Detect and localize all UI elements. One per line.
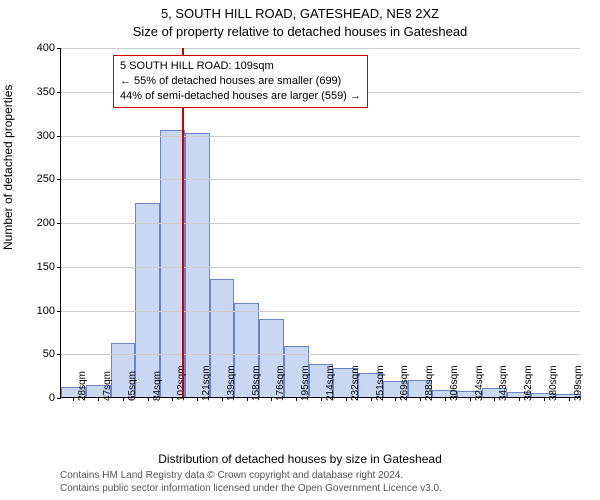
grid-line	[61, 354, 580, 355]
x-tick-label: 288sqm	[424, 365, 435, 401]
x-tick-label: 214sqm	[325, 365, 336, 401]
x-tick-label: 158sqm	[251, 365, 262, 401]
y-tick-mark	[57, 136, 61, 137]
chart-container: { "title": "5, SOUTH HILL ROAD, GATESHEA…	[0, 0, 600, 500]
x-tick-mark	[346, 397, 347, 401]
grid-line	[61, 179, 580, 180]
y-tick-mark	[57, 267, 61, 268]
grid-line	[61, 48, 580, 49]
x-tick-mark	[197, 397, 198, 401]
x-tick-label: 324sqm	[474, 365, 485, 401]
x-tick-mark	[123, 397, 124, 401]
grid-line	[61, 311, 580, 312]
x-tick-mark	[98, 397, 99, 401]
histogram-bar	[135, 203, 160, 397]
grid-line	[61, 136, 580, 137]
footer-line-2: Contains public sector information licen…	[60, 483, 442, 496]
x-tick-label: 176sqm	[275, 365, 286, 401]
y-tick-mark	[57, 92, 61, 93]
annotation-line: ← 55% of detached houses are smaller (69…	[120, 74, 361, 89]
x-tick-label: 380sqm	[548, 365, 559, 401]
x-tick-mark	[271, 397, 272, 401]
x-tick-label: 343sqm	[498, 365, 509, 401]
y-tick-mark	[57, 354, 61, 355]
footer-attribution: Contains HM Land Registry data © Crown c…	[60, 470, 442, 495]
x-tick-mark	[172, 397, 173, 401]
histogram-bar	[185, 133, 210, 397]
annotation-line: 5 SOUTH HILL ROAD: 109sqm	[120, 59, 361, 74]
y-tick-mark	[57, 311, 61, 312]
footer-line-1: Contains HM Land Registry data © Crown c…	[60, 470, 442, 483]
x-tick-mark	[420, 397, 421, 401]
x-tick-label: 362sqm	[523, 365, 534, 401]
chart-subtitle: Size of property relative to detached ho…	[0, 24, 600, 39]
y-tick-label: 300	[37, 130, 55, 142]
x-tick-label: 195sqm	[300, 365, 311, 401]
x-tick-mark	[321, 397, 322, 401]
y-tick-label: 0	[49, 392, 55, 404]
x-tick-label: 65sqm	[127, 371, 138, 401]
x-tick-mark	[222, 397, 223, 401]
x-tick-label: 269sqm	[399, 365, 410, 401]
y-tick-mark	[57, 223, 61, 224]
x-tick-label: 28sqm	[77, 371, 88, 401]
grid-line	[61, 223, 580, 224]
x-tick-mark	[569, 397, 570, 401]
y-tick-label: 50	[43, 348, 55, 360]
y-tick-mark	[57, 48, 61, 49]
x-tick-mark	[148, 397, 149, 401]
x-tick-label: 399sqm	[573, 365, 584, 401]
x-tick-mark	[296, 397, 297, 401]
x-axis-label: Distribution of detached houses by size …	[0, 452, 600, 466]
x-tick-label: 139sqm	[226, 365, 237, 401]
y-tick-label: 150	[37, 261, 55, 273]
y-tick-mark	[57, 179, 61, 180]
plot-area: 05010015020025030035040028sqm47sqm65sqm8…	[60, 48, 580, 398]
y-tick-mark	[57, 398, 61, 399]
y-tick-label: 200	[37, 217, 55, 229]
x-tick-mark	[247, 397, 248, 401]
x-tick-label: 251sqm	[375, 365, 386, 401]
chart-title: 5, SOUTH HILL ROAD, GATESHEAD, NE8 2XZ	[0, 6, 600, 21]
annotation-line: 44% of semi-detached houses are larger (…	[120, 89, 361, 104]
x-tick-mark	[470, 397, 471, 401]
x-tick-label: 232sqm	[350, 365, 361, 401]
x-tick-label: 121sqm	[201, 365, 212, 401]
annotation-box: 5 SOUTH HILL ROAD: 109sqm← 55% of detach…	[113, 55, 368, 108]
y-tick-label: 400	[37, 42, 55, 54]
y-tick-label: 350	[37, 86, 55, 98]
x-tick-label: 306sqm	[449, 365, 460, 401]
x-tick-label: 47sqm	[102, 371, 113, 401]
y-axis-label: Number of detached properties	[1, 85, 15, 250]
y-tick-label: 250	[37, 173, 55, 185]
x-tick-mark	[395, 397, 396, 401]
x-tick-mark	[519, 397, 520, 401]
x-tick-mark	[494, 397, 495, 401]
x-tick-mark	[445, 397, 446, 401]
y-tick-label: 100	[37, 305, 55, 317]
x-tick-mark	[544, 397, 545, 401]
grid-line	[61, 267, 580, 268]
x-tick-mark	[73, 397, 74, 401]
x-tick-label: 84sqm	[152, 371, 163, 401]
x-tick-mark	[371, 397, 372, 401]
